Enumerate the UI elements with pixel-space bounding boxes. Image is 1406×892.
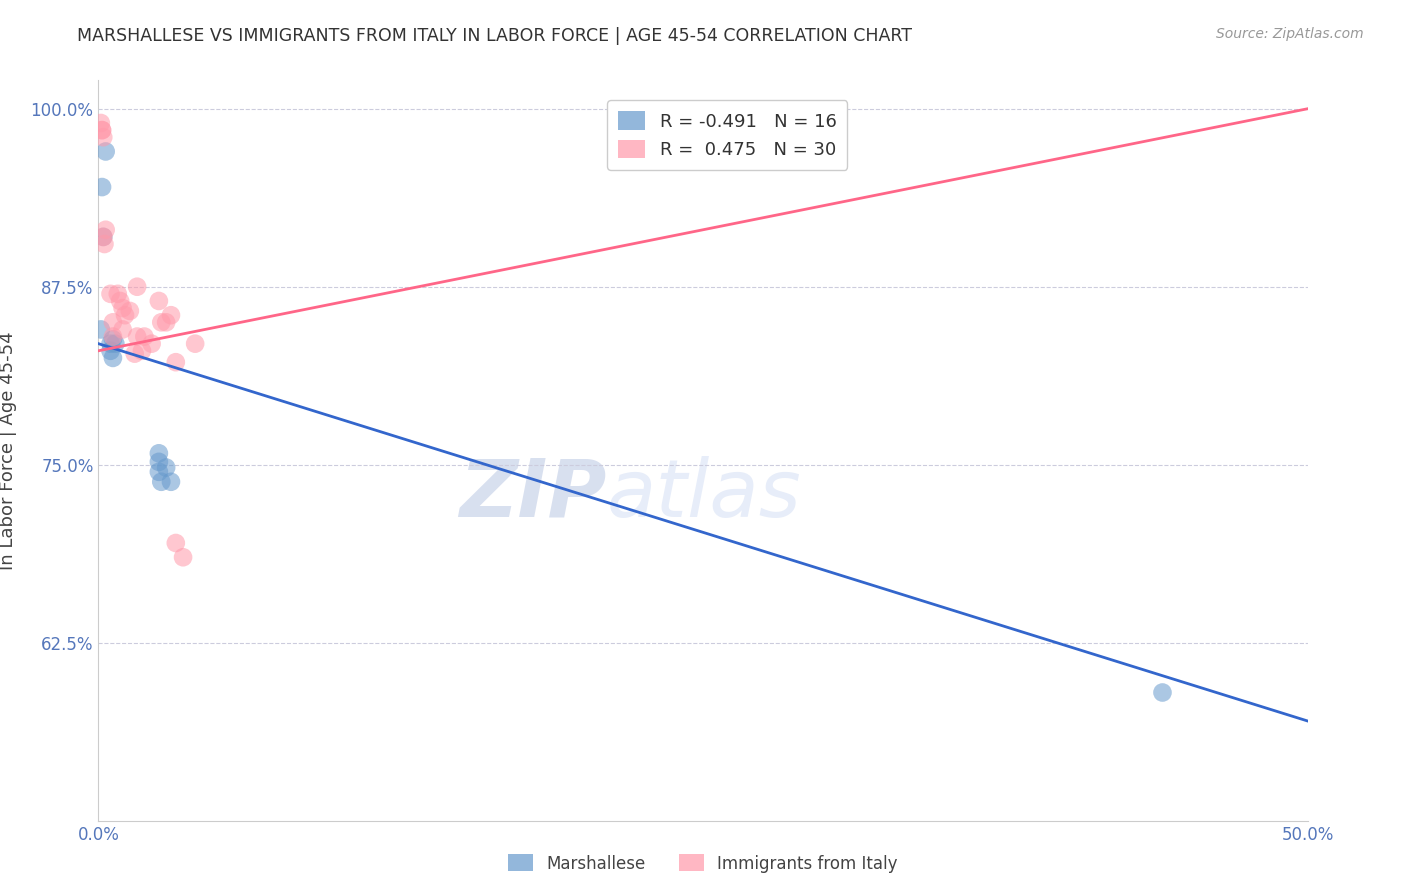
Point [150, 315, 173, 329]
Point [104, 336, 127, 351]
Point [100, 343, 122, 358]
Text: Source: ZipAtlas.com: Source: ZipAtlas.com [1216, 27, 1364, 41]
Point [118, 304, 141, 318]
Point [94, 223, 117, 237]
Point [101, 329, 124, 343]
Point [91, 123, 114, 137]
Point [100, 286, 122, 301]
Point [111, 322, 134, 336]
Point [101, 351, 124, 365]
Point [101, 333, 124, 347]
Point [111, 301, 134, 315]
Point [150, 475, 173, 489]
Point [134, 329, 156, 343]
Point [107, 286, 129, 301]
Point [160, 475, 183, 489]
Point [91, 180, 114, 194]
Point [148, 465, 170, 479]
Point [108, 293, 131, 308]
Point [124, 346, 146, 360]
Point [101, 315, 124, 329]
Point [155, 315, 177, 329]
Point [148, 455, 170, 469]
Point [165, 536, 187, 550]
Point [91, 230, 114, 244]
Point [141, 336, 163, 351]
Y-axis label: In Labor Force | Age 45-54: In Labor Force | Age 45-54 [0, 331, 17, 570]
Text: atlas: atlas [606, 456, 801, 534]
Point [172, 550, 194, 565]
Legend: Marshallese, Immigrants from Italy: Marshallese, Immigrants from Italy [502, 847, 904, 880]
Point [91, 123, 114, 137]
Point [165, 355, 187, 369]
Point [184, 336, 207, 351]
Point [155, 460, 177, 475]
Text: MARSHALLESE VS IMMIGRANTS FROM ITALY IN LABOR FORCE | AGE 45-54 CORRELATION CHAR: MARSHALLESE VS IMMIGRANTS FROM ITALY IN … [77, 27, 912, 45]
Point [91, 130, 114, 145]
Point [100, 336, 122, 351]
Point [131, 343, 153, 358]
Point [148, 446, 170, 460]
Point [1152, 685, 1174, 699]
Point [93, 237, 115, 252]
Point [127, 329, 149, 343]
Point [114, 308, 136, 322]
Point [160, 308, 183, 322]
Point [90, 322, 112, 336]
Point [91, 230, 114, 244]
Point [90, 116, 112, 130]
Text: ZIP: ZIP [458, 456, 606, 534]
Point [127, 279, 149, 293]
Point [148, 293, 170, 308]
Legend: R = -0.491   N = 16, R =  0.475   N = 30: R = -0.491 N = 16, R = 0.475 N = 30 [607, 101, 848, 169]
Point [94, 145, 117, 159]
